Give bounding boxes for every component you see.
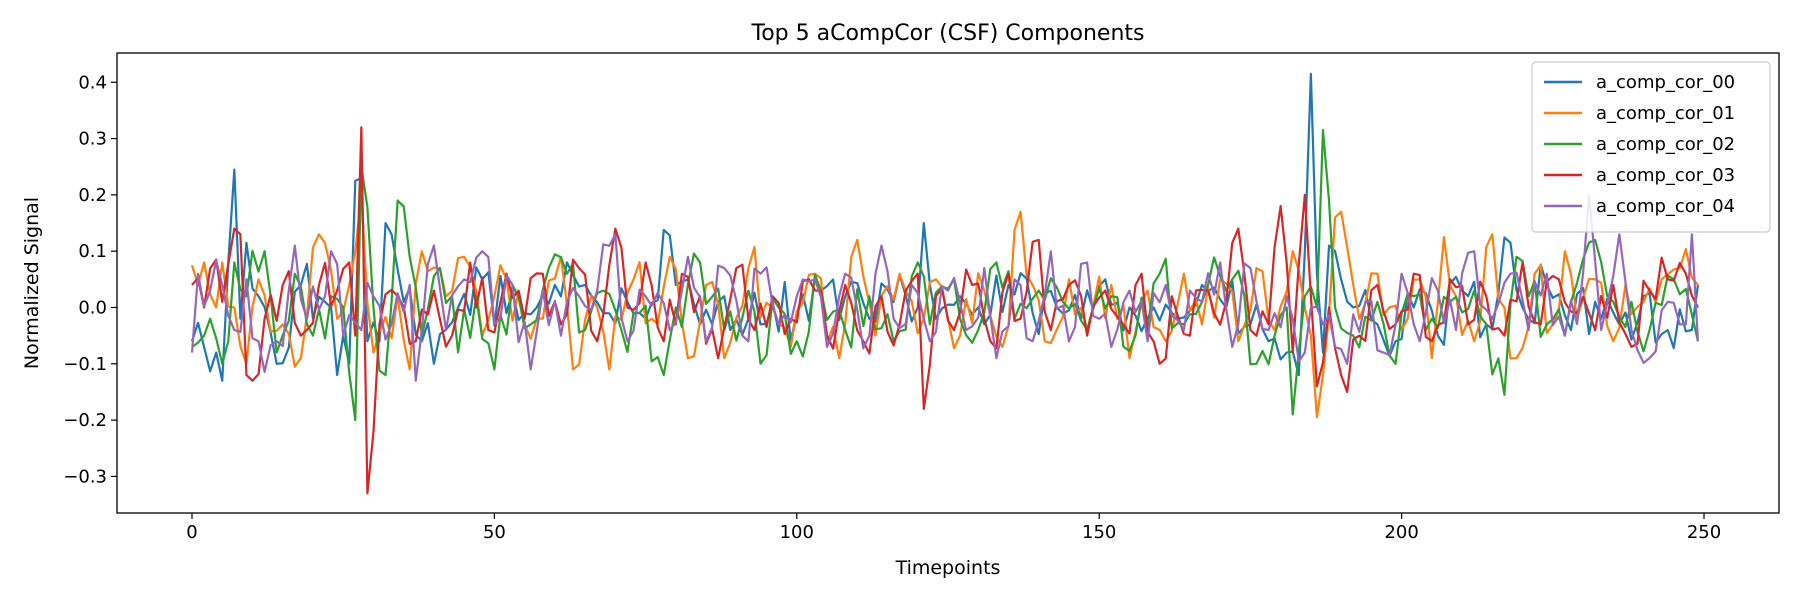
y-tick-label: 0.0 xyxy=(78,297,107,318)
x-tick-label: 0 xyxy=(186,522,197,543)
y-tick-label: −0.3 xyxy=(63,466,107,487)
series-lines xyxy=(190,72,1700,495)
y-tick-label: −0.2 xyxy=(63,410,107,431)
plot-area xyxy=(190,72,1700,495)
legend-box xyxy=(1531,61,1771,233)
legend-label: a_comp_cor_03 xyxy=(1596,165,1735,186)
y-tick-label: 0.2 xyxy=(78,185,107,206)
legend-label: a_comp_cor_01 xyxy=(1596,103,1735,124)
x-tick-label: 250 xyxy=(1687,522,1721,543)
legend-label: a_comp_cor_02 xyxy=(1596,134,1735,155)
x-tick-label: 50 xyxy=(483,522,506,543)
x-axis-label: Timepoints xyxy=(895,557,1001,579)
plot-frame xyxy=(116,52,1780,514)
chart-title: Top 5 aCompCor (CSF) Components xyxy=(751,21,1145,46)
x-tick-label: 150 xyxy=(1082,522,1116,543)
y-tick-label: −0.1 xyxy=(63,354,107,375)
y-axis-label: Normalized Signal xyxy=(21,197,43,369)
legend-label: a_comp_cor_04 xyxy=(1596,196,1735,217)
y-tick-label: 0.3 xyxy=(78,129,107,150)
series-line-a_comp_cor_03 xyxy=(191,126,1699,495)
y-tick-label: 0.4 xyxy=(78,72,107,93)
axis-ticks: 0 50 100 150 200 250 −0.3 −0.2 −0.1 0.0 0.1 0.2 0.3 0… xyxy=(63,72,1721,543)
legend: a_comp_cor_00 a_comp_cor_01 a_comp_cor_02a… xyxy=(1531,61,1771,233)
y-tick-label: 0.1 xyxy=(78,241,107,262)
legend-label: a_comp_cor_00 xyxy=(1596,72,1735,93)
x-tick-label: 100 xyxy=(780,522,814,543)
series-line-a_comp_cor_04 xyxy=(190,193,1700,382)
x-tick-label: 200 xyxy=(1384,522,1418,543)
